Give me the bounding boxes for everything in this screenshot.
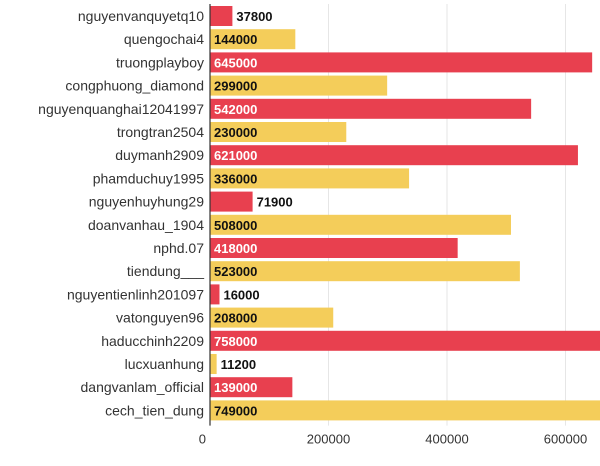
- value-label: 542000: [214, 102, 257, 117]
- category-label: nguyenvanquyetq10: [78, 8, 204, 24]
- category-label: tiendung___: [127, 263, 204, 279]
- category-label: doanvanhau_1904: [88, 217, 204, 233]
- bar: [210, 191, 253, 212]
- value-label: 749000: [214, 403, 257, 418]
- category-label: vatonguyen96: [116, 310, 204, 326]
- bar: [210, 6, 233, 26]
- category-label: congphuong_diamond: [65, 78, 204, 94]
- category-label: nphd.07: [153, 240, 204, 256]
- bar: [210, 29, 296, 50]
- category-label: truongplayboy: [116, 54, 204, 70]
- category-label: phamduchuy1995: [93, 170, 205, 186]
- category-label: lucxuanhung: [125, 356, 204, 372]
- bar: [210, 400, 600, 421]
- value-label: 523000: [214, 264, 257, 279]
- value-label: 208000: [214, 311, 257, 326]
- bar: [210, 284, 220, 305]
- value-label: 37800: [236, 9, 272, 24]
- value-label: 758000: [214, 334, 257, 349]
- value-label: 144000: [214, 32, 257, 47]
- bar: [210, 145, 578, 166]
- category-label: duymanh2909: [115, 147, 204, 163]
- value-label: 230000: [214, 125, 257, 140]
- category-label: cech_tien_dung: [105, 402, 204, 418]
- bar: [210, 354, 217, 374]
- x-tick-label: 0: [199, 432, 206, 447]
- bar: [210, 330, 600, 351]
- value-label: 621000: [214, 148, 257, 163]
- value-label: 71900: [257, 195, 293, 210]
- x-tick-label: 400000: [425, 432, 468, 447]
- bar: [210, 214, 511, 235]
- bar: [210, 75, 388, 96]
- category-label: nguyenhuyhung29: [89, 194, 204, 210]
- category-label: nguyenquanghai12041997: [38, 101, 204, 117]
- bar: [210, 261, 520, 282]
- value-label: 11200: [221, 357, 256, 372]
- bar: [210, 98, 532, 119]
- category-label: haducchinh2209: [101, 333, 204, 349]
- value-label: 508000: [214, 218, 257, 233]
- bar: [210, 168, 410, 189]
- bar: [210, 307, 334, 328]
- value-label: 645000: [214, 55, 257, 70]
- x-tick-label: 200000: [307, 432, 350, 447]
- bar: [210, 238, 458, 258]
- value-label: 139000: [214, 380, 257, 395]
- value-label: 336000: [214, 171, 257, 186]
- bar: [210, 52, 593, 73]
- category-label: trongtran2504: [117, 124, 204, 140]
- x-tick-label: 600000: [544, 432, 587, 447]
- bar: [210, 122, 347, 142]
- bar: [210, 377, 293, 398]
- value-label: 299000: [214, 79, 257, 94]
- value-label: 418000: [214, 241, 257, 256]
- category-label: nguyentienlinh201097: [67, 286, 204, 302]
- value-label: 16000: [223, 287, 259, 302]
- category-label: dangvanlam_official: [81, 379, 205, 395]
- category-label: quengochai4: [124, 31, 204, 47]
